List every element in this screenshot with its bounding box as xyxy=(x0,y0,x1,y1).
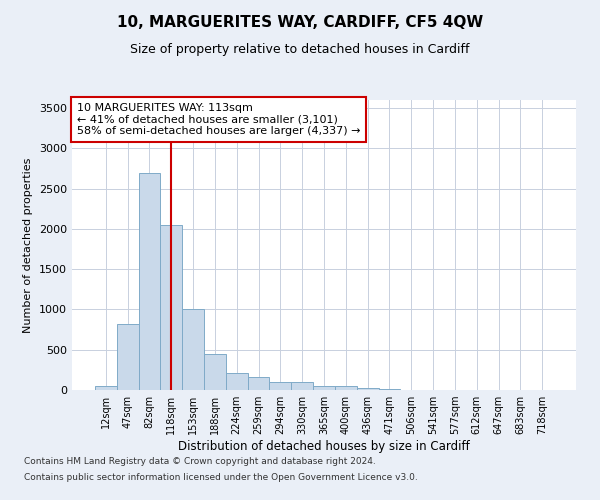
Text: Contains public sector information licensed under the Open Government Licence v3: Contains public sector information licen… xyxy=(24,472,418,482)
Bar xyxy=(335,386,357,390)
Bar xyxy=(95,386,117,390)
Bar xyxy=(226,373,248,390)
Bar xyxy=(139,172,160,390)
Text: Size of property relative to detached houses in Cardiff: Size of property relative to detached ho… xyxy=(130,42,470,56)
Text: 10, MARGUERITES WAY, CARDIFF, CF5 4QW: 10, MARGUERITES WAY, CARDIFF, CF5 4QW xyxy=(117,15,483,30)
Bar xyxy=(291,382,313,390)
Bar xyxy=(248,377,269,390)
Bar xyxy=(204,354,226,390)
Bar xyxy=(357,388,379,390)
Y-axis label: Number of detached properties: Number of detached properties xyxy=(23,158,34,332)
Bar xyxy=(117,324,139,390)
Bar xyxy=(269,382,291,390)
Text: 10 MARGUERITES WAY: 113sqm
← 41% of detached houses are smaller (3,101)
58% of s: 10 MARGUERITES WAY: 113sqm ← 41% of deta… xyxy=(77,103,361,136)
Text: Contains HM Land Registry data © Crown copyright and database right 2024.: Contains HM Land Registry data © Crown c… xyxy=(24,458,376,466)
X-axis label: Distribution of detached houses by size in Cardiff: Distribution of detached houses by size … xyxy=(178,440,470,453)
Bar xyxy=(160,225,182,390)
Bar xyxy=(313,386,335,390)
Bar xyxy=(379,389,400,390)
Bar xyxy=(182,310,204,390)
